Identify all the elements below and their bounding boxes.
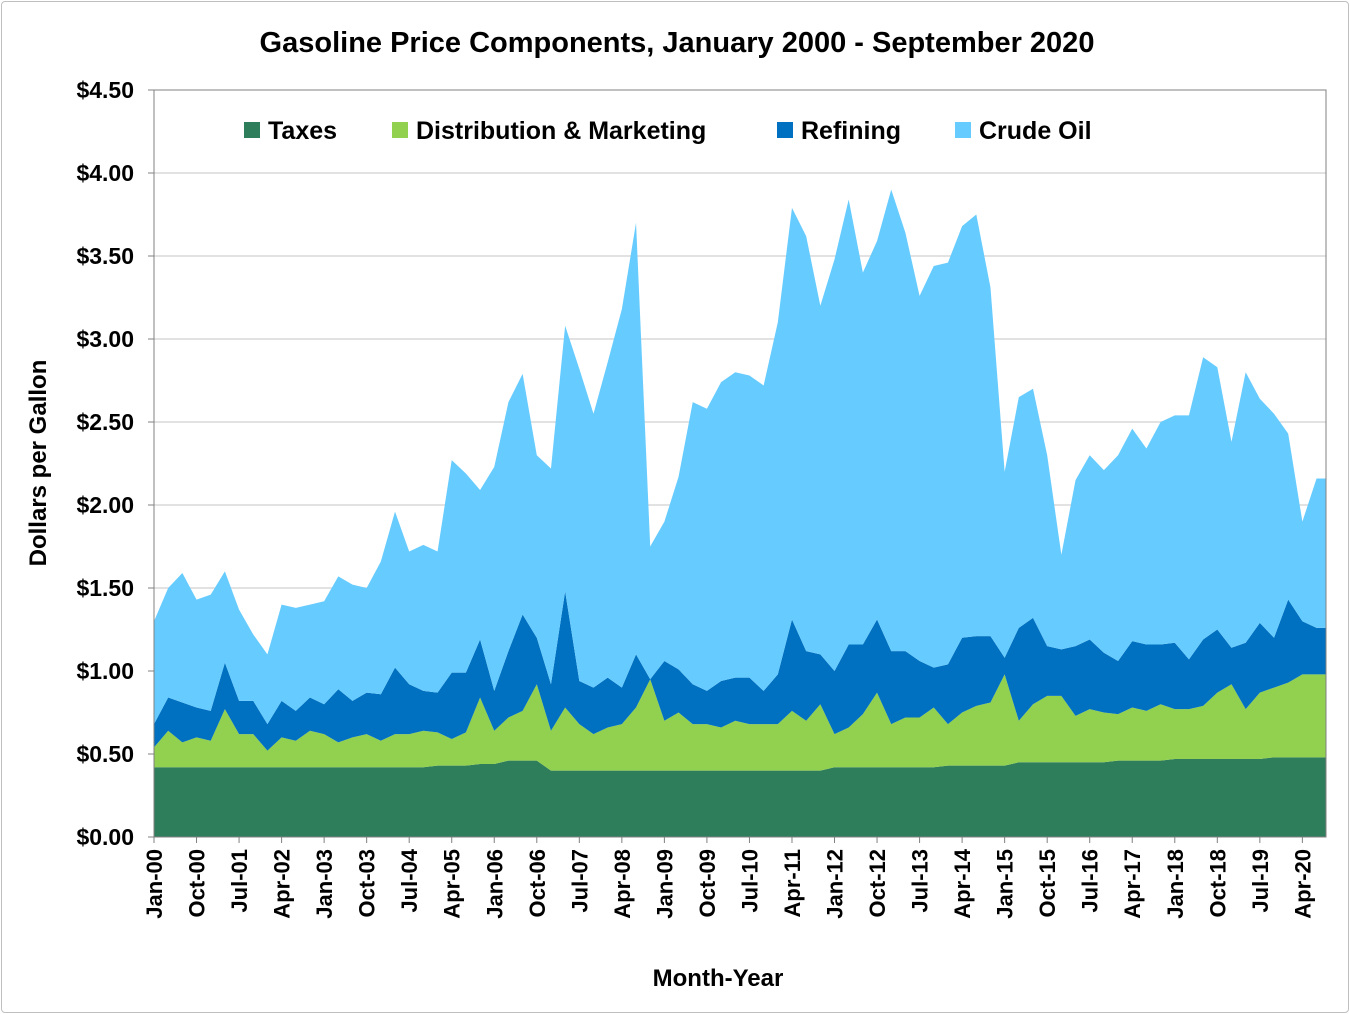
legend-swatch (955, 122, 971, 138)
x-tick-label: Oct-06 (525, 849, 550, 917)
y-tick-label: $4.50 (76, 77, 134, 103)
x-tick-label: Jul-04 (397, 848, 422, 912)
y-tick-label: $3.00 (76, 326, 134, 352)
plot-border (153, 89, 1327, 838)
legend-item: Refining (777, 117, 901, 145)
x-tick-label: Apr-14 (950, 848, 975, 918)
x-tick-label: Oct-00 (185, 849, 210, 917)
x-tick-label: Oct-18 (1205, 849, 1230, 917)
legend-item: Taxes (244, 117, 337, 145)
x-tick-label: Oct-12 (865, 849, 890, 917)
legend-item: Distribution & Marketing (392, 117, 706, 145)
x-tick-label: Oct-09 (695, 849, 720, 917)
x-tick-label: Jan-15 (993, 849, 1018, 919)
legend-label: Crude Oil (979, 117, 1092, 145)
area-crude-oil (154, 189, 1326, 725)
legend-item: Crude Oil (955, 117, 1092, 145)
y-axis-ticks: $0.00 $0.50 $1.00 $1.50 $2.00 $2.50 $3.00 $3.50… (76, 77, 154, 850)
x-tick-label: Jan-18 (1163, 849, 1188, 919)
y-tick-label: $2.00 (76, 492, 134, 518)
x-tick-label: Jul-19 (1248, 849, 1273, 913)
x-tick-label: Apr-11 (780, 849, 805, 917)
y-tick-label: $1.50 (76, 575, 134, 601)
legend-label: Taxes (268, 117, 337, 145)
x-tick-label: Jul-01 (227, 849, 252, 913)
x-tick-label: Jul-16 (1078, 849, 1103, 913)
y-tick-label: $0.50 (76, 741, 134, 767)
area-taxes (154, 757, 1326, 837)
x-tick-label: Apr-05 (440, 849, 465, 919)
y-tick-label: $3.50 (76, 243, 134, 269)
y-tick-label: $0.00 (76, 824, 134, 850)
legend-swatch (392, 122, 408, 138)
x-tick-label: Jan-03 (312, 849, 337, 919)
x-tick-label: Jan-06 (482, 849, 507, 919)
y-tick-label: $1.00 (76, 658, 134, 684)
x-tick-label: Jan-09 (652, 849, 677, 919)
x-tick-label: Jan-12 (823, 849, 848, 919)
x-axis-label: Month-Year (653, 965, 784, 992)
chart-title: Gasoline Price Components, January 2000 … (260, 27, 1095, 59)
legend-swatch (244, 122, 260, 138)
x-tick-label: Jan-00 (142, 849, 167, 919)
x-axis-ticks: Jan-00 Oct-00 Jul-01 Apr-02 Jan-03 Oct-03 Jul-… (142, 837, 1315, 919)
area-distribution-marketing (154, 674, 1326, 771)
legend-swatch (777, 122, 793, 138)
area-refining (154, 591, 1326, 751)
x-tick-label: Apr-20 (1290, 849, 1315, 919)
x-tick-label: Oct-15 (1035, 849, 1060, 917)
legend-label: Distribution & Marketing (416, 117, 706, 145)
x-tick-label: Apr-17 (1120, 849, 1145, 919)
x-tick-label: Oct-03 (355, 849, 380, 917)
y-tick-label: $2.50 (76, 409, 134, 435)
x-tick-label: Apr-08 (610, 849, 635, 919)
legend: Taxes Distribution & Marketing Refining Cru… (244, 117, 1092, 145)
stacked-areas (154, 189, 1326, 837)
x-tick-label: Jul-10 (737, 849, 762, 913)
y-tick-label: $4.00 (76, 160, 134, 186)
x-tick-label: Apr-02 (270, 849, 295, 919)
legend-label: Refining (801, 117, 901, 145)
y-axis-label: Dollars per Gallon (25, 360, 52, 567)
x-tick-label: Jul-13 (908, 849, 933, 913)
x-tick-label: Jul-07 (567, 849, 592, 913)
